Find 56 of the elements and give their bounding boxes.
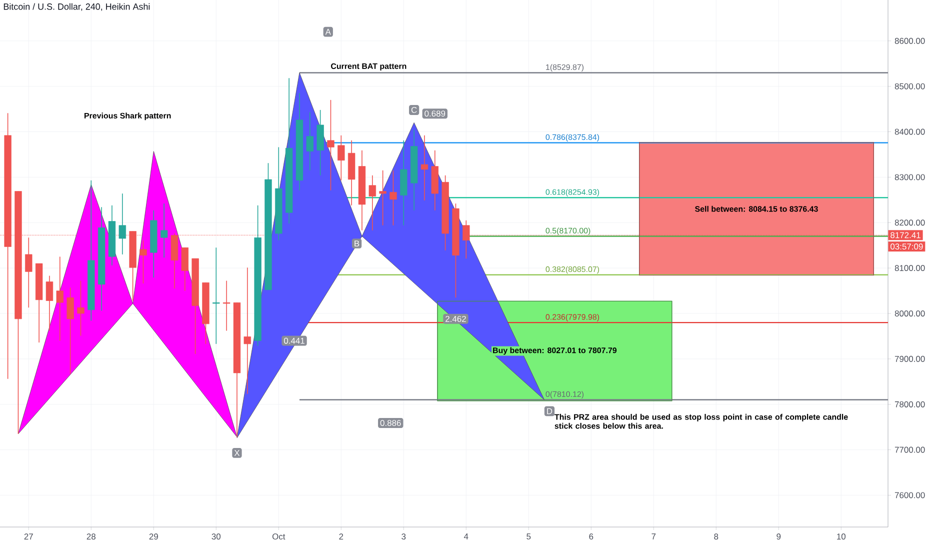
chart-title: Bitcoin / U.S. Dollar, 240, Heikin Ashi: [4, 3, 150, 11]
annotation: A: [325, 28, 331, 35]
annotation: B: [354, 240, 360, 246]
candlestick: [368, 174, 376, 231]
x-tick-label: 30: [212, 534, 221, 540]
y-tick-label: 8300.00: [894, 174, 925, 180]
x-tick-label: 6: [589, 534, 594, 540]
candlestick: [56, 256, 64, 342]
candlestick: [327, 100, 334, 191]
candlestick: [25, 237, 32, 308]
candlestick: [390, 170, 397, 226]
y-tick-label: 8400.00: [894, 128, 925, 135]
candlestick: [222, 280, 230, 332]
x-tick-label: 28: [86, 534, 96, 540]
y-tick-label: 7700.00: [894, 446, 925, 453]
x-tick-label: 10: [837, 534, 846, 540]
annotation: 2.462: [446, 316, 466, 322]
candlestick: [66, 287, 74, 374]
candlestick: [77, 280, 84, 336]
y-tick-label: 7800.00: [894, 401, 925, 408]
text: 03:57:09: [890, 244, 923, 250]
candlestick: [420, 134, 428, 201]
candlestick: [244, 267, 251, 394]
x-tick-label: 7: [652, 534, 656, 540]
annotation: 0.689: [424, 110, 446, 117]
candlestick: [140, 240, 147, 284]
x-tick-label: Oct: [272, 534, 286, 540]
annotation: C: [411, 106, 417, 113]
candlestick: [118, 193, 126, 255]
annotation: 0.441: [284, 338, 304, 344]
candlestick: [379, 170, 386, 226]
candlestick: [46, 275, 54, 332]
candlestick: [338, 134, 345, 181]
y-tick-label: 8600.00: [894, 38, 925, 44]
y-tick-label: 8100.00: [894, 265, 925, 272]
candlestick: [181, 247, 188, 292]
y-tick-label: 7600.00: [894, 492, 925, 498]
y-tick-label: 7900.00: [894, 356, 925, 362]
y-tick-label: 8500.00: [894, 83, 925, 90]
x-tick-label: 5: [526, 534, 531, 540]
candlestick: [212, 247, 220, 344]
annotation: 0.886: [380, 420, 401, 426]
x-tick-label: 4: [464, 534, 468, 540]
y-tick-label: 8000.00: [894, 310, 925, 316]
annotation: D: [547, 408, 552, 414]
ref-line-label: 8172.41: [890, 232, 920, 238]
candlestick: [160, 203, 168, 258]
x-tick-label: 27: [24, 534, 33, 540]
y-tick-label: 8200.00: [894, 220, 925, 226]
x-tick-label: 3: [402, 534, 406, 540]
x-tick-label: 9: [776, 534, 781, 540]
x-tick-label: 2: [339, 534, 344, 540]
annotation: X: [234, 450, 240, 456]
candlestick: [306, 112, 314, 171]
x-tick-label: 29: [149, 534, 158, 540]
x-tick-label: 8: [714, 534, 718, 540]
